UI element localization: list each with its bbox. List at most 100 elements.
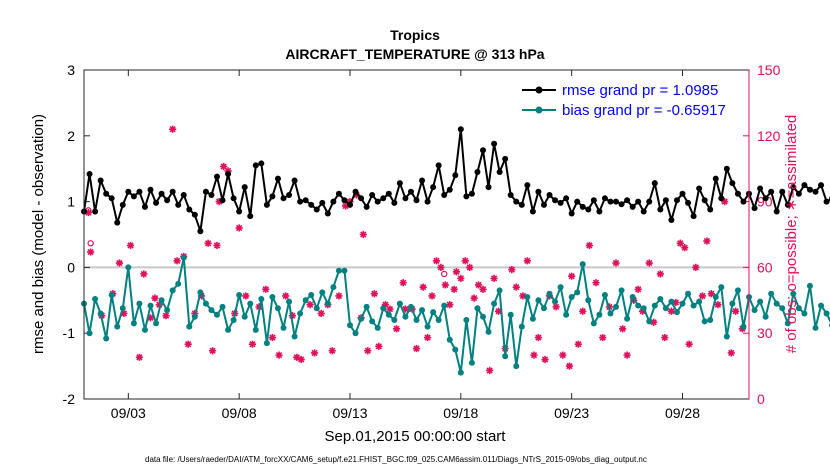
bias-point xyxy=(191,313,198,320)
bias-point xyxy=(679,300,686,307)
rmse-point xyxy=(435,162,442,169)
assimilated-marker xyxy=(494,307,503,315)
bias-point xyxy=(718,284,725,291)
assimilated-marker xyxy=(401,305,410,313)
rmse-point xyxy=(762,195,769,202)
rmse-point xyxy=(180,192,187,199)
assimilated-marker xyxy=(412,344,421,353)
rmse-point xyxy=(219,197,226,204)
bias-point xyxy=(762,313,769,320)
x-tick-label: 09/23 xyxy=(554,405,589,421)
rmse-point xyxy=(175,201,182,208)
assimilated-marker xyxy=(375,342,383,350)
rmse-point xyxy=(108,195,115,202)
rmse-point xyxy=(396,180,403,187)
rmse-point xyxy=(319,199,326,206)
bias-point xyxy=(347,322,353,329)
rmse-point xyxy=(169,188,176,195)
bias-point xyxy=(219,303,226,310)
bias-point xyxy=(618,287,625,294)
x-ticks: 09/03 09/08 09/13 09/18 09/23 09/28 xyxy=(111,70,700,421)
assimilated-marker xyxy=(204,239,212,247)
assimilated-marker xyxy=(248,340,257,348)
assimilated-marker xyxy=(386,305,394,313)
rmse-point xyxy=(618,201,625,208)
bias-point xyxy=(529,315,536,322)
y-tick-label: 0 xyxy=(67,259,75,275)
bias-point xyxy=(164,307,171,314)
assimilated-marker xyxy=(306,301,314,309)
assimilated-marker xyxy=(235,224,243,232)
assimilated-marker xyxy=(667,307,676,315)
assimilated-marker xyxy=(115,259,124,267)
bias-point xyxy=(430,309,437,316)
rmse-point xyxy=(690,213,697,220)
bias-point xyxy=(585,297,592,304)
assimilated-marker xyxy=(457,274,465,282)
rmse-point xyxy=(147,186,154,193)
bias-point xyxy=(535,297,542,304)
assimilated-marker xyxy=(317,309,325,318)
assimilated-marker xyxy=(585,241,593,250)
bias-point xyxy=(97,310,104,317)
y-right-tick-label: 30 xyxy=(757,325,773,341)
assimilated-marker xyxy=(437,263,445,271)
bias-point xyxy=(513,363,520,370)
rmse-point xyxy=(613,198,619,205)
bias-point xyxy=(651,302,658,309)
rmse-point xyxy=(308,201,315,208)
bias-point xyxy=(518,323,525,330)
y-right-tick-label: 0 xyxy=(757,391,765,407)
assimilated-marker xyxy=(559,351,567,359)
legend-bias-label: bias grand pr = -0.65917 xyxy=(562,102,726,119)
assimilated-marker xyxy=(353,191,361,199)
rmse-point xyxy=(795,190,802,197)
assimilated-marker xyxy=(685,340,693,348)
rmse-point xyxy=(452,172,459,179)
bias-point xyxy=(175,280,182,287)
rmse-point xyxy=(352,188,359,195)
assimilated-marker xyxy=(474,281,483,289)
rmse-point xyxy=(707,206,714,213)
bias-point xyxy=(485,328,492,335)
assimilated-marker xyxy=(452,268,460,276)
y-right-axis-label: # of obs: o=possible; ∗=assimilated xyxy=(783,115,800,354)
rmse-point xyxy=(247,213,254,220)
bias-point xyxy=(413,317,420,324)
legend-box xyxy=(515,77,743,123)
bias-point xyxy=(790,290,797,297)
rmse-point xyxy=(801,182,808,189)
rmse-point xyxy=(624,197,631,204)
bias-point xyxy=(169,287,176,294)
bias-point xyxy=(214,311,220,318)
assimilated-marker xyxy=(486,366,494,375)
rmse-point xyxy=(568,210,575,217)
bias-point xyxy=(635,302,642,309)
rmse-point xyxy=(225,170,232,177)
bias-point xyxy=(380,305,387,312)
bias-point xyxy=(103,335,110,342)
assimilated-marker xyxy=(681,244,689,252)
assimilated-marker xyxy=(645,259,653,267)
bias-point xyxy=(324,300,331,307)
bias-point xyxy=(286,298,293,305)
bias-point xyxy=(335,267,342,274)
rmse-point xyxy=(596,208,603,215)
bias-point xyxy=(424,323,431,330)
assimilated-marker xyxy=(714,301,722,309)
rmse-point xyxy=(97,177,104,184)
rmse-point xyxy=(402,195,409,202)
bias-point xyxy=(701,318,708,325)
y-axis-label: rmse and bias (model - observation) xyxy=(30,114,47,354)
assimilated-marker xyxy=(310,349,319,357)
legend: rmse grand pr = 1.0985 bias grand pr = -… xyxy=(515,77,743,123)
bias-point xyxy=(369,318,376,325)
rmse-point xyxy=(496,168,503,175)
bias-point xyxy=(685,290,692,297)
assimilated-marker xyxy=(461,257,469,265)
rmse-point xyxy=(723,165,730,172)
rmse-point xyxy=(236,208,243,215)
bias-point xyxy=(225,326,232,333)
bias-point xyxy=(313,305,320,312)
